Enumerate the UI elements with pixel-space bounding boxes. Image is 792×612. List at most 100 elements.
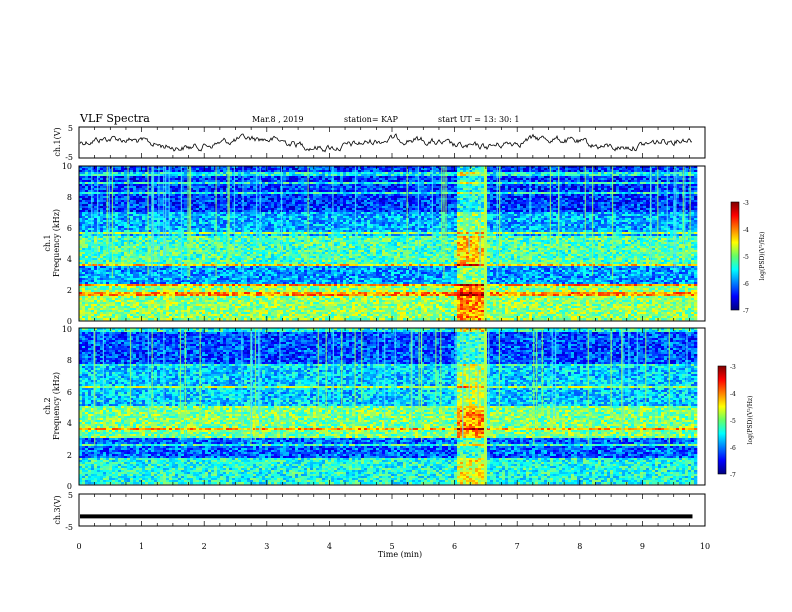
spectrogram-cell [637, 182, 640, 184]
spectrogram-cell [193, 176, 196, 178]
spectrogram-cell [196, 212, 199, 214]
spectrogram-cell [298, 188, 301, 190]
spectrogram-cell [514, 184, 517, 186]
spectrogram-cell [598, 210, 601, 212]
spectrogram-cell [349, 190, 352, 192]
spectrogram-cell [199, 196, 202, 198]
spectrogram-cell [238, 188, 241, 190]
spectrogram-cell [367, 210, 370, 212]
spectrogram-cell [250, 204, 253, 206]
spectrogram-cell [301, 178, 304, 180]
spectrogram-cell [424, 204, 427, 206]
spectrogram-cell [403, 176, 406, 178]
spectrogram-cell [574, 186, 577, 188]
spectrogram-cell [472, 182, 475, 184]
spectrogram-cell [508, 212, 511, 214]
spectrogram-cell [691, 192, 694, 194]
spectrogram-cell [454, 190, 457, 192]
spectrogram-cell [658, 208, 661, 210]
spectrogram-cell [94, 210, 97, 212]
spectrogram-cell [88, 174, 91, 176]
spectrogram-cell [367, 196, 370, 198]
spectrogram-cell [562, 176, 565, 178]
spectrogram-cell [250, 172, 253, 174]
spectrogram-cell [631, 208, 634, 210]
spectrogram-cell [562, 192, 565, 194]
spectrogram-cell [436, 188, 439, 190]
spectrogram-cell [679, 210, 682, 212]
spectrogram-cell [535, 194, 538, 196]
spectrogram-cell [640, 192, 643, 194]
spectrogram-cell [271, 190, 274, 192]
spectrogram-cell [532, 186, 535, 188]
spectrogram-cell [295, 188, 298, 190]
spectrogram-cell [361, 206, 364, 208]
spectrogram-cell [565, 190, 568, 192]
spectrogram-cell [427, 172, 430, 174]
spectrogram-cell [457, 176, 460, 178]
spectrogram-cell [364, 202, 367, 204]
spectrogram-cell [577, 212, 580, 214]
spectrogram-cell [661, 212, 664, 214]
spectrogram-cell [139, 206, 142, 208]
spectrogram-cell [220, 210, 223, 212]
spectrogram-cell [652, 184, 655, 186]
spectrogram-cell [385, 186, 388, 188]
spectrogram-cell [196, 180, 199, 182]
spectrogram-cell [103, 168, 106, 170]
spectrogram-cell [376, 176, 379, 178]
spectrogram-cell [373, 196, 376, 198]
spectrogram-cell [619, 202, 622, 204]
spectrogram-cell [340, 178, 343, 180]
spectrogram-cell [436, 202, 439, 204]
spectrogram-cell [601, 212, 604, 214]
spectrogram-cell [565, 174, 568, 176]
spectrogram-cell [562, 172, 565, 174]
spectrogram-cell [304, 184, 307, 186]
spectrogram-cell [160, 190, 163, 192]
spectrogram-cell [487, 190, 490, 192]
spectrogram-cell [448, 212, 451, 214]
spectrogram-cell [310, 198, 313, 200]
spectrogram-cell [160, 174, 163, 176]
spectrogram-cell [268, 198, 271, 200]
spectrogram-cell [160, 196, 163, 198]
spectrogram-cell [238, 186, 241, 188]
spectrogram-cell [652, 180, 655, 182]
spectrogram-cell [277, 200, 280, 202]
spectrogram-cell [646, 172, 649, 174]
spectrogram-cell [532, 180, 535, 182]
spectrogram-cell [433, 168, 436, 170]
spectrogram-cell [535, 202, 538, 204]
spectrogram-cell [394, 212, 397, 214]
spectrogram-cell [661, 194, 664, 196]
spectrogram-cell [379, 204, 382, 206]
spectrogram-cell [322, 186, 325, 188]
spectrogram-cell [577, 188, 580, 190]
spectrogram-cell [178, 168, 181, 170]
spectrogram-cell [208, 184, 211, 186]
spectrogram-cell [343, 200, 346, 202]
spectrogram-cell [376, 174, 379, 176]
spectrogram-cell [322, 178, 325, 180]
spectrogram-cell [262, 198, 265, 200]
spectrogram-cell [640, 198, 643, 200]
spectrogram-cell [244, 208, 247, 210]
spectrogram-cell [514, 174, 517, 176]
spectrogram-cell [523, 194, 526, 196]
spectrogram-cell [559, 176, 562, 178]
spectrogram-cell [85, 184, 88, 186]
spectrogram-cell [544, 210, 547, 212]
spectrogram-cell [637, 192, 640, 194]
spectrogram-cell [484, 188, 487, 190]
spectrogram-cell [505, 184, 508, 186]
spectrogram-cell [202, 198, 205, 200]
spectrogram-cell [553, 186, 556, 188]
spectrogram-cell [274, 190, 277, 192]
spectrogram-cell [574, 190, 577, 192]
spectrogram-cell [82, 186, 85, 188]
spectrogram-cell [340, 190, 343, 192]
spectrogram-cell [598, 174, 601, 176]
spectrogram-cell [250, 202, 253, 204]
spectrogram-cell [178, 186, 181, 188]
